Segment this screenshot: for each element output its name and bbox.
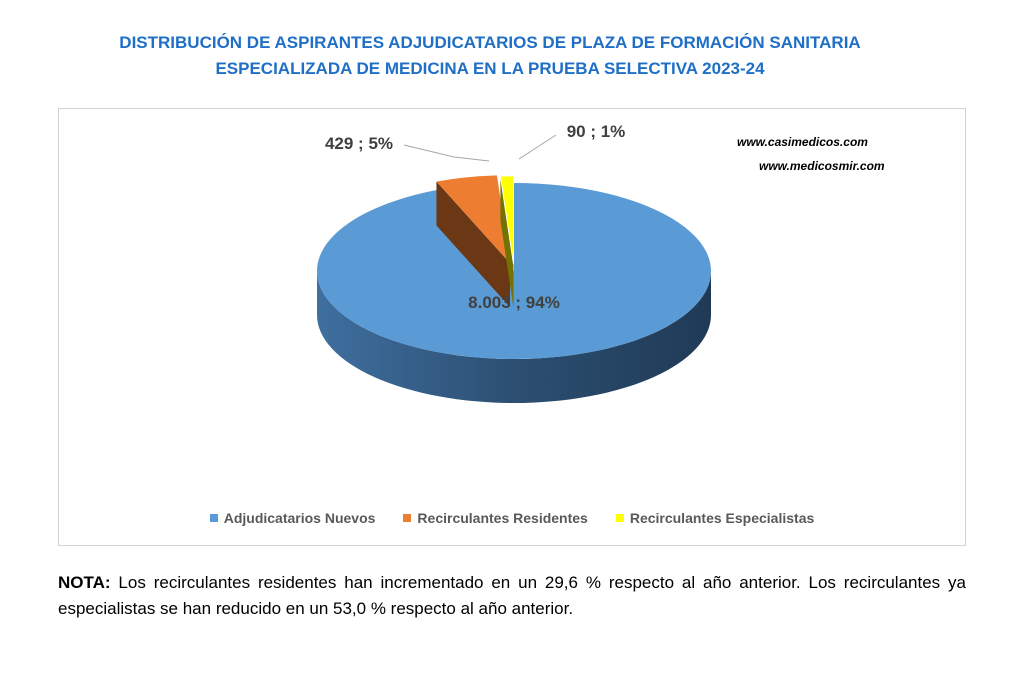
legend-label: Recirculantes Especialistas (629, 510, 815, 526)
pie-slice-top (436, 175, 510, 264)
legend-item-1: Recirculantes Residentes (403, 510, 588, 526)
pie-slice-adjudicatarios-nuevos (316, 183, 711, 403)
chart-title-line-2: ESPECIALIZADA DE MEDICINA EN LA PRUEBA S… (215, 59, 765, 78)
pie-slice-edge (436, 181, 510, 308)
legend-label: Adjudicatarios Nuevos (223, 510, 376, 526)
pie-slice-top (316, 183, 711, 360)
footnote: NOTA: Los recirculantes residentes han i… (58, 570, 966, 622)
pie-slice-recirculantes-residentes (436, 175, 510, 308)
chart-title: DISTRIBUCIÓN DE ASPIRANTES ADJUDICATARIO… (0, 30, 980, 82)
data-label-2: 90 ; 1% (567, 122, 626, 141)
pie-chart: 8.003 ; 94% 429 ; 5% 90 ; 1% (316, 122, 711, 403)
legend-swatch (615, 514, 624, 522)
footnote-text: Los recirculantes residentes han increme… (58, 573, 966, 618)
data-label-1: 429 ; 5% (325, 134, 393, 153)
leader-line-2 (518, 134, 557, 160)
pie-slice-edge (500, 176, 514, 308)
leader-line-1 (403, 144, 490, 162)
watermark-casimedicos: www.casimedicos.com (737, 135, 868, 149)
footnote-label: NOTA: (58, 573, 111, 592)
chart-legend: Adjudicatarios Nuevos Recirculantes Resid… (59, 510, 965, 526)
legend-swatch (209, 514, 218, 522)
data-label-0: 8.003 ; 94% (468, 293, 560, 312)
pie-slice-side (317, 271, 711, 403)
legend-item-0: Adjudicatarios Nuevos (209, 510, 376, 526)
legend-item-2: Recirculantes Especialistas (615, 510, 815, 526)
chart-area: 8.003 ; 94% 429 ; 5% 90 ; 1% www.casimedic… (58, 108, 966, 546)
chart-title-line-1: DISTRIBUCIÓN DE ASPIRANTES ADJUDICATARIO… (119, 33, 861, 52)
pie-slice-top (499, 175, 514, 264)
pie-slice-recirculantes-especialistas (499, 175, 514, 308)
legend-swatch (403, 514, 412, 522)
legend-label: Recirculantes Residentes (417, 510, 588, 526)
watermark-medicosmir: www.medicosmir.com (759, 159, 885, 173)
